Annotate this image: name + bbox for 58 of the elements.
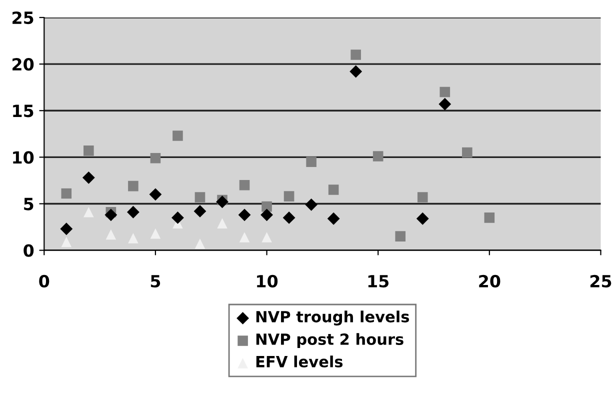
x-tick-label: 15 <box>368 275 389 288</box>
y-tick-label: 20 <box>12 58 34 71</box>
point <box>462 147 472 158</box>
point <box>282 212 296 224</box>
point <box>194 204 206 218</box>
point <box>262 201 272 212</box>
point <box>60 222 73 236</box>
point <box>104 208 118 222</box>
point <box>238 208 251 222</box>
point <box>417 192 428 202</box>
y-tick-label: 25 <box>12 11 34 24</box>
legend-label: NVP post 2 hours <box>256 333 404 348</box>
point <box>128 180 138 192</box>
point <box>61 236 72 248</box>
point <box>217 218 228 228</box>
point <box>395 231 406 242</box>
point <box>128 233 138 244</box>
point <box>61 188 72 199</box>
point <box>327 212 340 225</box>
point <box>440 86 450 98</box>
point <box>106 229 116 240</box>
y-tick-label: 10 <box>13 151 34 164</box>
x-tick-label: 25 <box>590 274 612 288</box>
point <box>484 212 495 223</box>
point <box>84 206 94 218</box>
point <box>172 212 184 224</box>
point <box>82 171 95 184</box>
point <box>328 184 339 195</box>
point <box>216 196 228 208</box>
point <box>126 206 140 218</box>
point <box>84 146 94 156</box>
point <box>284 191 294 202</box>
y-tick-label: 15 <box>13 104 34 118</box>
point <box>305 198 318 211</box>
x-tick-label: 10 <box>257 274 278 288</box>
point <box>194 238 206 249</box>
point <box>172 130 183 141</box>
point <box>262 232 272 242</box>
x-tick-label: 20 <box>479 274 500 288</box>
point <box>350 65 362 78</box>
point <box>150 152 161 164</box>
point <box>260 208 273 222</box>
point <box>416 212 429 225</box>
point <box>239 232 250 242</box>
y-tick-label: 0 <box>24 244 34 257</box>
point <box>350 50 361 60</box>
point <box>150 228 161 239</box>
point <box>149 188 162 201</box>
x-tick-label: 5 <box>150 275 160 288</box>
y-tick-label: 5 <box>24 198 34 210</box>
point <box>306 156 316 167</box>
point <box>438 98 452 110</box>
x-tick-label: 0 <box>39 274 50 288</box>
legend-label: EFV levels <box>256 356 343 368</box>
point <box>239 180 250 190</box>
point <box>372 151 384 162</box>
legend-label: NVP trough levels <box>256 310 410 326</box>
point <box>194 192 206 202</box>
